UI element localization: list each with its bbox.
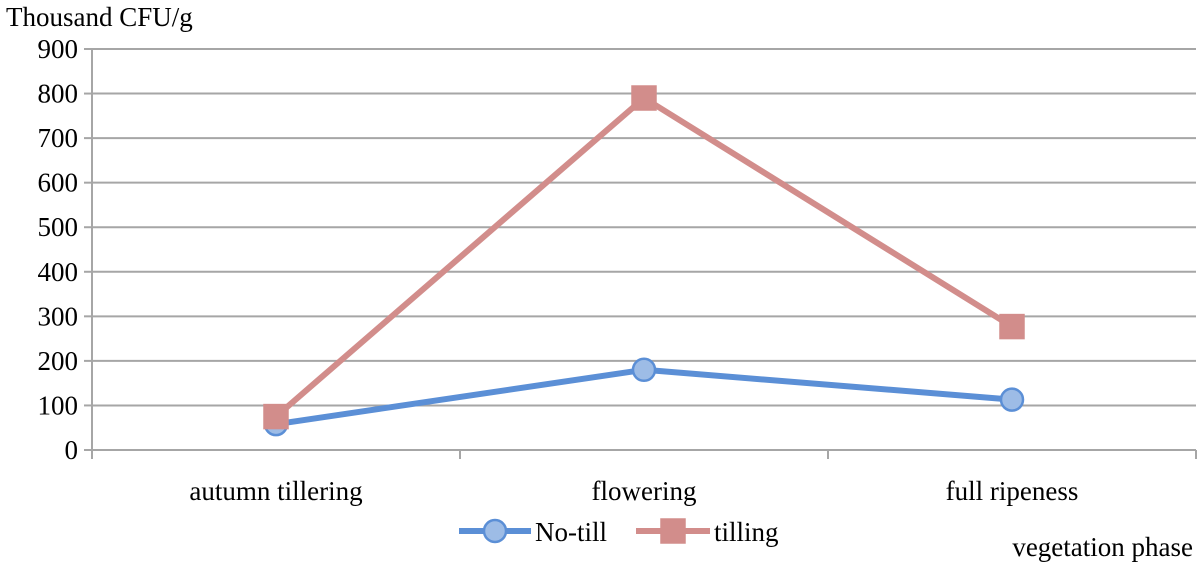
data-point	[631, 85, 657, 111]
y-tick-label: 600	[38, 168, 79, 198]
y-tick-label: 500	[38, 212, 79, 242]
y-tick-label: 100	[38, 390, 79, 420]
axes	[84, 48, 1197, 459]
legend-label: tilling	[714, 517, 779, 547]
y-tick-labels: 0 100 200 300 400 500 600 700 800 900	[38, 34, 79, 465]
data-point	[999, 313, 1025, 340]
data-point	[631, 357, 657, 383]
x-axis-label: vegetation phase	[1012, 532, 1193, 562]
x-tick-label: autumn tillering	[189, 476, 362, 506]
legend-marker	[660, 518, 686, 544]
data-point	[999, 387, 1025, 412]
y-tick-label: 200	[38, 346, 79, 376]
legend: No-till tilling	[459, 517, 779, 547]
y-tick-label: 300	[38, 301, 79, 331]
y-tick-label: 800	[38, 79, 79, 109]
x-tick-labels: autumn tillering flowering full ripeness	[189, 476, 1078, 506]
gridlines	[92, 48, 1196, 407]
legend-label: No-till	[535, 517, 607, 547]
data-point	[263, 403, 289, 430]
y-axis-label: Thousand CFU/g	[6, 2, 193, 32]
y-tick-label: 0	[65, 435, 79, 465]
series-group	[263, 85, 1025, 437]
x-tick-label: flowering	[592, 476, 697, 506]
y-tick-label: 400	[38, 257, 79, 287]
x-tick-label: full ripeness	[946, 476, 1079, 506]
y-tick-label: 700	[38, 123, 79, 153]
y-tick-label: 900	[38, 34, 79, 64]
legend-marker	[482, 518, 508, 544]
